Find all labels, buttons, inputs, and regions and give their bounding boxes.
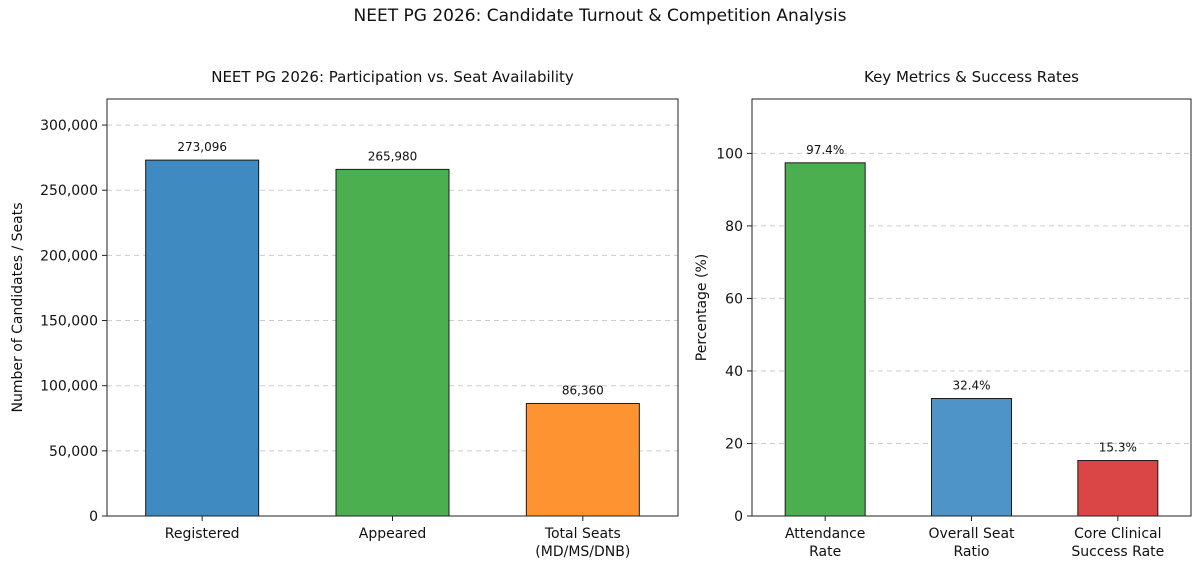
y-tick-label: 0 [734,509,743,525]
x-tick-label: (MD/MS/DNB) [535,544,630,560]
chart-title: Key Metrics & Success Rates [864,68,1079,86]
y-tick-label: 20 [725,436,743,452]
bar [525,402,640,517]
x-tick-label: Ratio [954,544,990,560]
y-tick-label: 200,000 [40,248,98,264]
participation-chart: NEET PG 2026: Participation vs. Seat Ava… [10,68,679,560]
x-tick-label: Rate [809,544,841,560]
x-tick-label: Registered [165,526,240,542]
y-tick-label: 40 [725,364,743,380]
x-tick-label: Appeared [359,526,427,542]
y-tick-label: 250,000 [40,183,98,199]
data-label: 273,096 [177,140,227,154]
y-tick-label: 80 [725,219,743,235]
x-tick-label: Attendance [785,526,865,542]
y-tick-label: 0 [89,509,98,525]
data-label: 32.4% [952,379,990,393]
data-label: 15.3% [1099,441,1137,455]
data-label: 86,360 [562,383,604,397]
plot-frame [106,98,679,517]
y-tick-label: 150,000 [40,314,98,330]
y-tick-label: 100,000 [40,379,98,395]
y-tick-label: 60 [725,291,743,307]
x-tick-label: Overall Seat [928,526,1015,542]
y-tick-label: 100 [716,146,743,162]
y-tick-label: 300,000 [40,118,98,134]
bar [1077,460,1159,517]
data-label: 265,980 [368,149,418,163]
plot-frame [751,98,1192,517]
figure-title: NEET PG 2026: Candidate Turnout & Compet… [353,6,847,26]
x-tick-label: Core Clinical [1074,526,1161,542]
y-tick-label: 50,000 [49,444,98,460]
bar [335,168,450,517]
bar [145,159,260,517]
x-tick-label: Success Rate [1071,544,1164,560]
metrics-chart: Key Metrics & Success Rates Percentage (… [694,68,1192,560]
bar [784,162,866,517]
y-axis-label: Number of Candidates / Seats [10,203,26,413]
chart-title: NEET PG 2026: Participation vs. Seat Ava… [211,68,574,86]
data-label: 97.4% [806,143,844,157]
y-axis-label: Percentage (%) [694,254,710,361]
x-tick-label: Total Seats [544,526,621,542]
bar [931,398,1012,517]
